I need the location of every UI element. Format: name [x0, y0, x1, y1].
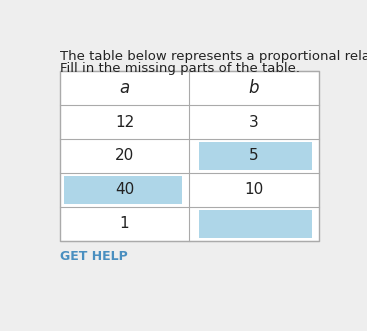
- Text: Fill in the missing parts of the table.: Fill in the missing parts of the table.: [60, 62, 300, 75]
- Text: 12: 12: [115, 115, 134, 130]
- Text: 10: 10: [244, 182, 264, 197]
- Text: a: a: [119, 79, 130, 97]
- Text: 5: 5: [249, 149, 259, 164]
- Bar: [199, 142, 312, 170]
- Bar: [65, 176, 182, 204]
- Text: 1: 1: [120, 216, 129, 231]
- Text: b: b: [249, 79, 259, 97]
- Text: 3: 3: [249, 115, 259, 130]
- Bar: [60, 71, 319, 241]
- Text: The table below represents a proportional relationship.: The table below represents a proportiona…: [60, 50, 367, 63]
- Text: 20: 20: [115, 149, 134, 164]
- Bar: [199, 210, 312, 238]
- Text: GET HELP: GET HELP: [60, 250, 128, 263]
- Text: 40: 40: [115, 182, 134, 197]
